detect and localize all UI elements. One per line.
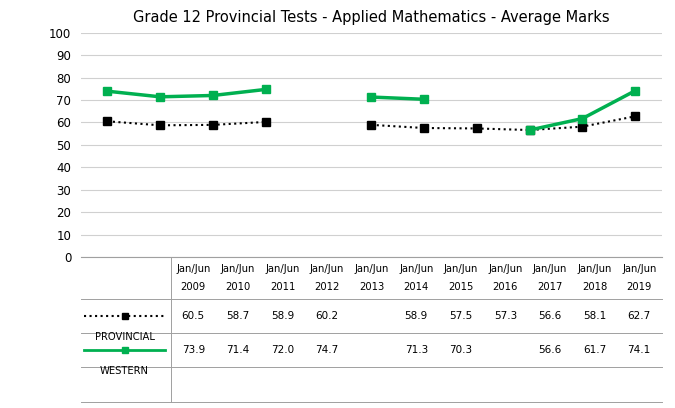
Text: Jan/Jun: Jan/Jun xyxy=(354,264,389,274)
Text: 2013: 2013 xyxy=(359,282,384,292)
Text: WESTERN: WESTERN xyxy=(100,366,149,376)
Text: 57.5: 57.5 xyxy=(449,311,472,321)
Text: PROVINCIAL: PROVINCIAL xyxy=(95,332,155,342)
Text: 2009: 2009 xyxy=(181,282,206,292)
Text: 2017: 2017 xyxy=(537,282,563,292)
Text: 74.1: 74.1 xyxy=(628,345,651,355)
Text: 72.0: 72.0 xyxy=(271,345,294,355)
Text: 2010: 2010 xyxy=(225,282,250,292)
Text: 60.2: 60.2 xyxy=(315,311,339,321)
Text: 2019: 2019 xyxy=(626,282,652,292)
Text: 2016: 2016 xyxy=(493,282,518,292)
Text: Jan/Jun: Jan/Jun xyxy=(176,264,211,274)
Title: Grade 12 Provincial Tests - Applied Mathematics - Average Marks: Grade 12 Provincial Tests - Applied Math… xyxy=(133,9,610,24)
Text: 2011: 2011 xyxy=(270,282,295,292)
Text: 58.1: 58.1 xyxy=(583,311,606,321)
Text: Jan/Jun: Jan/Jun xyxy=(310,264,344,274)
Text: 56.6: 56.6 xyxy=(539,345,562,355)
Text: 56.6: 56.6 xyxy=(539,311,562,321)
Text: Jan/Jun: Jan/Jun xyxy=(265,264,300,274)
Text: 71.3: 71.3 xyxy=(404,345,428,355)
Text: Jan/Jun: Jan/Jun xyxy=(533,264,567,274)
Text: 62.7: 62.7 xyxy=(628,311,651,321)
Text: Jan/Jun: Jan/Jun xyxy=(577,264,612,274)
Text: 61.7: 61.7 xyxy=(583,345,606,355)
Text: Jan/Jun: Jan/Jun xyxy=(443,264,478,274)
Text: 2012: 2012 xyxy=(315,282,340,292)
Text: 2018: 2018 xyxy=(582,282,608,292)
Text: Jan/Jun: Jan/Jun xyxy=(221,264,255,274)
Text: 57.3: 57.3 xyxy=(494,311,517,321)
Text: 2014: 2014 xyxy=(404,282,429,292)
Text: 73.9: 73.9 xyxy=(182,345,205,355)
Text: 74.7: 74.7 xyxy=(315,345,339,355)
Text: 70.3: 70.3 xyxy=(450,345,472,355)
Text: 60.5: 60.5 xyxy=(182,311,205,321)
Text: Jan/Jun: Jan/Jun xyxy=(399,264,433,274)
Text: 2015: 2015 xyxy=(448,282,474,292)
Text: Jan/Jun: Jan/Jun xyxy=(622,264,656,274)
Text: 71.4: 71.4 xyxy=(226,345,250,355)
Text: Jan/Jun: Jan/Jun xyxy=(488,264,522,274)
Text: 58.7: 58.7 xyxy=(226,311,250,321)
Text: 58.9: 58.9 xyxy=(271,311,294,321)
Text: 58.9: 58.9 xyxy=(404,311,428,321)
